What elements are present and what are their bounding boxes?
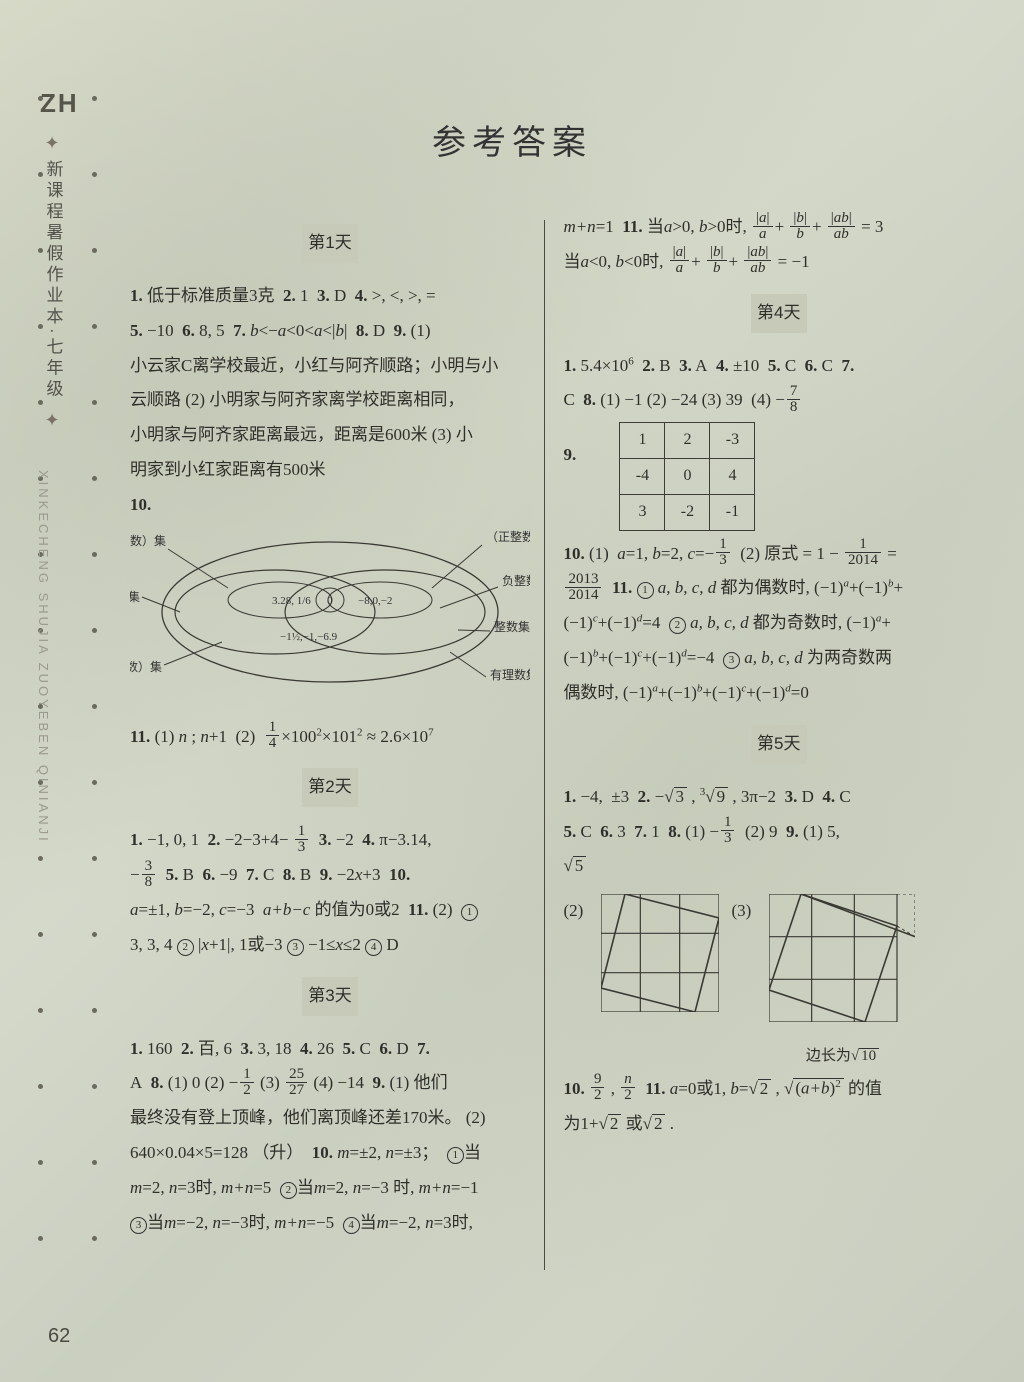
text-line: 5. C 6. 3 7. 1 8. (1) −13 (2) 9 9. (1) 5… (563, 815, 994, 850)
svg-text:0: 0 (327, 595, 333, 607)
day5-header: 第5天 (751, 725, 807, 764)
svg-text:−8,0,−2: −8,0,−2 (358, 595, 392, 607)
text-line: 10. 92 , n2 11. a=0或1, b=√2 , √(a+b)2 的值 (563, 1072, 994, 1107)
q9-2-label: (2) (563, 888, 593, 929)
text-line: (−1)b+(−1)c+(−1)d=−4 3 a, b, c, d 为两奇数两 (563, 641, 994, 676)
spine-zh-code: ZH (40, 90, 66, 116)
text-line: 10. (130, 488, 530, 523)
spine-book-title: 新课程暑假作业本·七年级 (45, 160, 62, 401)
text-line: 1. −4, ±3 2. −√3 , 3√9 , 3π−2 3. D 4. C (563, 780, 994, 815)
text-line: 偶数时, (−1)a+(−1)b+(−1)c+(−1)d=0 (563, 676, 994, 711)
svg-text:（正整数）集: （正整数）集 (486, 529, 530, 544)
q9-3-label: (3) (731, 888, 761, 929)
text-line: a=±1, b=−2, c=−3 a+b−c 的值为0或2 11. (2) 1 (130, 893, 530, 928)
text-line: √5 (563, 849, 994, 884)
right-column: m+n=1 11. 当a>0, b>0时, |a|a+ |b|b+ |ab|ab… (545, 210, 994, 1322)
text-line: 云顺路 (2) 小明家与阿齐家离学校距离相同， (130, 383, 530, 418)
text-line: 3当m=−2, n=−3时, m+n=−5 4当m=−2, n=3时, (130, 1206, 530, 1241)
day1-header: 第1天 (302, 224, 358, 263)
venn-svg: （正分数）集正数集 （负分数）集 （正整数）集负整数集或0 整数集有理数集 3.28, … (130, 527, 530, 697)
spine-star-icon: ✦ (40, 411, 66, 429)
svg-text:3.28, 1/6: 3.28, 1/6 (272, 595, 311, 607)
text-line: 小云家C离学校最近，小红与阿齐顺路；小明与小 (130, 349, 530, 384)
text-line: 11. (1) n ; n+1 (2) 14×1002×1012 ≈ 2.6×1… (130, 720, 530, 755)
svg-text:−1½,−1,−6.9: −1½,−1,−6.9 (280, 631, 338, 643)
tilted-squares-row: (2) (3) 边长为√10 (563, 888, 994, 1072)
day3-continued: m+n=1 11. 当a>0, b>0时, |a|a+ |b|b+ |ab|ab… (563, 210, 994, 280)
page-number: 62 (48, 1325, 70, 1348)
text-line: 当a<0, b<0时, |a|a+ |b|b+ |ab|ab = −1 (563, 245, 994, 280)
text-line: A 8. (1) 0 (2) −12 (3) 2527 (4) −14 9. (… (130, 1066, 530, 1101)
content-columns: 第1天 1. 低于标准质量3克 2. 1 3. D 4. >, <, >, = … (130, 210, 994, 1322)
tilted-3-caption: 边长为√10 (769, 1041, 915, 1072)
text-line: 1. 5.4×106 2. B 3. A 4. ±10 5. C 6. C 7. (563, 349, 994, 384)
day2-body: 1. −1, 0, 1 2. −2−3+4− 13 3. −2 4. π−3.1… (130, 823, 530, 962)
text-line: 小明家与阿齐家距离最远，距离是600米 (3) 小 (130, 418, 530, 453)
left-column: 第1天 1. 低于标准质量3克 2. 1 3. D 4. >, <, >, = … (130, 210, 544, 1322)
venn-diagram: （正分数）集正数集 （负分数）集 （正整数）集负整数集或0 整数集有理数集 3.28, … (130, 527, 530, 710)
q9-label: 9. (563, 418, 591, 473)
day3-body: 1. 160 2. 百, 6 3. 3, 18 4. 26 5. C 6. D … (130, 1032, 530, 1241)
text-line: (−1)c+(−1)d=4 2 a, b, c, d 都为奇数时, (−1)a+ (563, 606, 994, 641)
text-line: 1. −1, 0, 1 2. −2−3+4− 13 3. −2 4. π−3.1… (130, 823, 530, 858)
day2-header: 第2天 (302, 768, 358, 807)
magic-square-grid: 12-3-4043-2-1 (619, 422, 755, 530)
text-line: 最终没有登上顶峰，他们离顶峰还差170米。 (2) (130, 1101, 530, 1136)
tilted-square-3-svg (769, 894, 915, 1022)
text-line: m=2, n=3时, m+n=5 2当m=2, n=−3 时, m+n=−1 (130, 1171, 530, 1206)
text-line: C 8. (1) −1 (2) −24 (3) 39 (4) −78 (563, 383, 994, 418)
page-title: 参考答案 (0, 115, 1024, 164)
svg-text:负整数集或0: 负整数集或0 (502, 573, 530, 588)
spine-pinyin: XINKECHENG SHUJIA ZUOYEBEN QINIANJI (36, 470, 51, 844)
text-line: 5. −10 6. 8, 5 7. b<−a<0<a<|b| 8. D 9. (… (130, 314, 530, 349)
q9-row: 9. 12-3-4043-2-1 (563, 418, 994, 536)
text-line: 1. 160 2. 百, 6 3. 3, 18 4. 26 5. C 6. D … (130, 1032, 530, 1067)
text-line: 640×0.04×5=128 （升） 10. m=±2, n=±3； 1当 (130, 1136, 530, 1171)
svg-text:有理数集: 有理数集 (490, 667, 530, 682)
day3-header: 第3天 (302, 977, 358, 1016)
text-line: 明家到小红家距离有500米 (130, 453, 530, 488)
text-line: 3, 3, 4 2 |x+1|, 1或−3 3 −1≤x≤2 4 D (130, 928, 530, 963)
text-line: 20132014 11. 1 a, b, c, d 都为偶数时, (−1)a+(… (563, 571, 994, 606)
day1-body: 1. 低于标准质量3克 2. 1 3. D 4. >, <, >, = 5. −… (130, 279, 530, 755)
tilted-square-2-svg (601, 894, 719, 1012)
day4-header: 第4天 (751, 294, 807, 333)
text-line: 为1+√2 或√2 . (563, 1107, 994, 1142)
tilted-square-2 (601, 894, 719, 1025)
svg-text:（负分数）集: （负分数）集 (130, 659, 162, 674)
svg-text:（正分数）集: （正分数）集 (130, 533, 166, 548)
text-line: m+n=1 11. 当a>0, b>0时, |a|a+ |b|b+ |ab|ab… (563, 210, 994, 245)
svg-text:整数集: 整数集 (494, 619, 530, 634)
text-line: 10. (1) a=1, b=2, c=−13 (2) 原式 = 1 − 120… (563, 537, 994, 572)
tilted-square-3: 边长为√10 (769, 894, 915, 1072)
text-line: 1. 低于标准质量3克 2. 1 3. D 4. >, <, >, = (130, 279, 530, 314)
day4-body: 1. 5.4×106 2. B 3. A 4. ±10 5. C 6. C 7.… (563, 349, 994, 711)
svg-text:正数集: 正数集 (130, 589, 140, 604)
day5-body: 1. −4, ±3 2. −√3 , 3√9 , 3π−2 3. D 4. C … (563, 780, 994, 1142)
text-line: −38 5. B 6. −9 7. C 8. B 9. −2x+3 10. (130, 858, 530, 893)
